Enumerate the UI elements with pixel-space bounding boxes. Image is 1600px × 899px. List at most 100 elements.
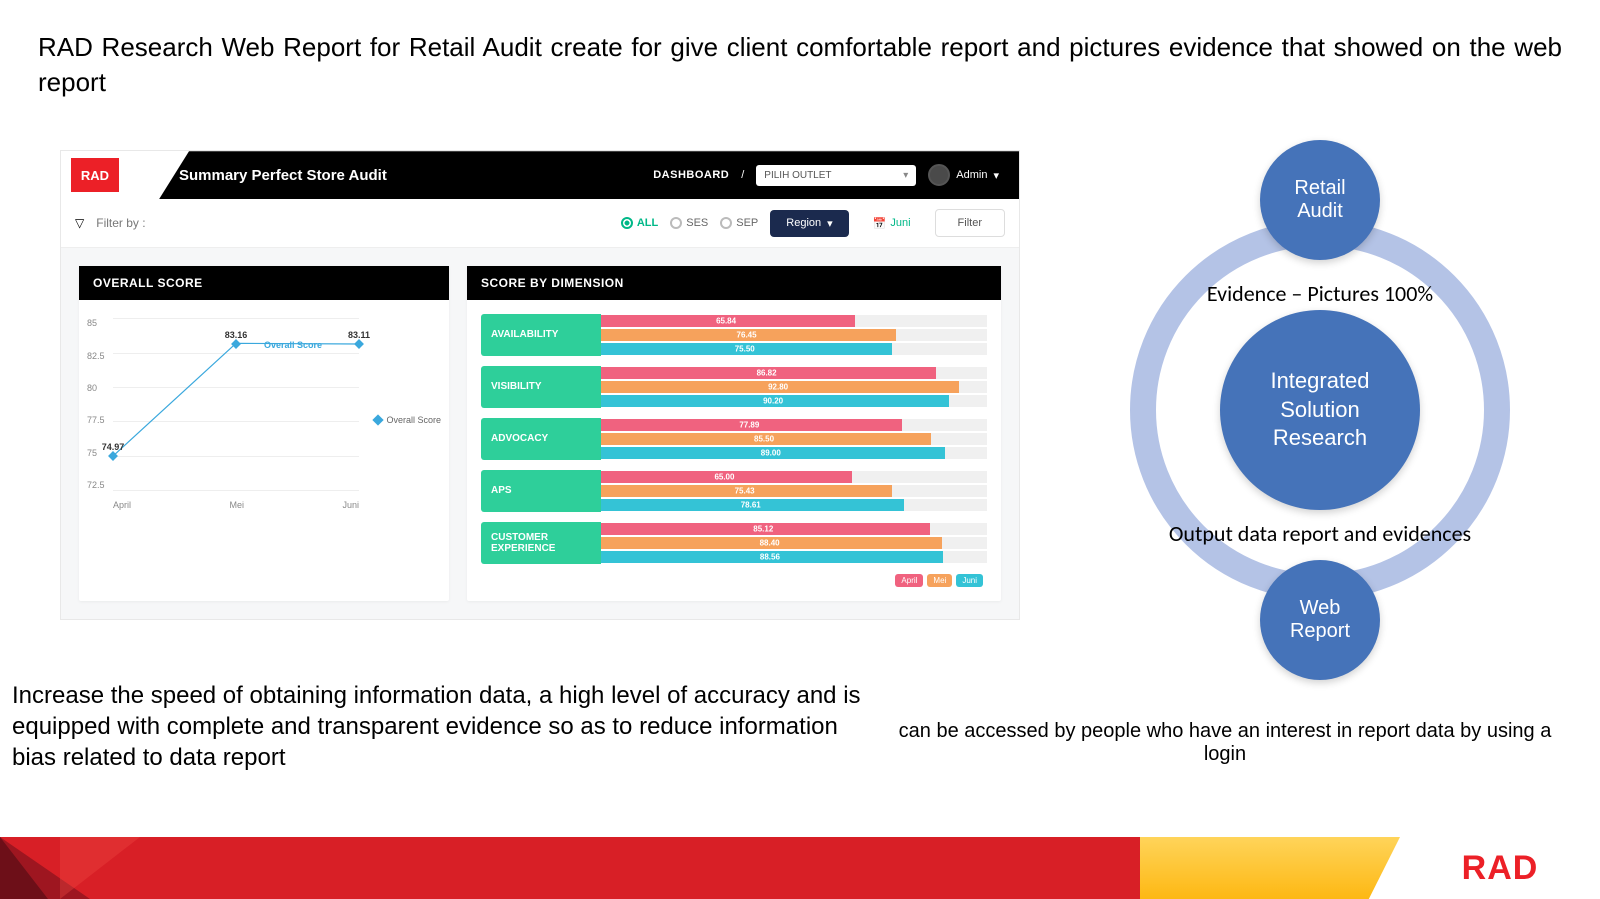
series-inline-label: Overall Score	[264, 340, 322, 350]
month-label: Juni	[890, 217, 910, 229]
radio-sep[interactable]: SEP	[720, 217, 758, 229]
overall-score-panel: OVERALL SCORE 8582.58077.57572.5 74.9783…	[79, 266, 449, 601]
radio-all[interactable]: ALL	[621, 217, 658, 229]
outlet-select[interactable]: PILIH OUTLET	[756, 165, 916, 186]
admin-menu[interactable]: Admin ▾	[928, 164, 999, 186]
bar-value-label: 85.50	[754, 435, 774, 444]
bar-fill: 75.50	[601, 343, 892, 355]
dimension-label: AVAILABILITY	[481, 314, 601, 356]
chart-plot-area: 74.9783.1683.11	[113, 318, 359, 490]
legend-pill: Juni	[956, 574, 983, 587]
legend-label: Overall Score	[386, 415, 441, 425]
y-tick-label: 72.5	[87, 480, 105, 490]
bar-value-label: 65.84	[716, 317, 736, 326]
overall-panel-title: OVERALL SCORE	[79, 266, 449, 300]
bar-fill: 85.50	[601, 433, 931, 445]
dashboard-column: RAD Summary Perfect Store Audit DASHBOAR…	[40, 150, 1030, 670]
bar-fill: 86.82	[601, 367, 936, 379]
dimension-row: ADVOCACY77.8985.5089.00	[481, 418, 987, 460]
chevron-down-icon: ▾	[993, 169, 999, 182]
bar-fill: 85.12	[601, 523, 930, 535]
bar-fill: 65.84	[601, 315, 855, 327]
bar-track: 89.00	[601, 447, 987, 459]
bar-value-label: 90.20	[763, 397, 783, 406]
bar-value-label: 92.80	[768, 383, 788, 392]
breadcrumb-dashboard[interactable]: DASHBOARD	[653, 169, 729, 181]
dimension-panel-title: SCORE BY DIMENSION	[467, 266, 1001, 300]
filter-label: Filter by :	[96, 216, 145, 230]
bar-track: 92.80	[601, 381, 987, 393]
dashboard-topbar: RAD Summary Perfect Store Audit DASHBOAR…	[61, 151, 1019, 199]
dimension-row: AVAILABILITY 65.8476.45 75.50	[481, 314, 987, 356]
region-dropdown[interactable]: Region ▾	[770, 210, 848, 237]
bar-value-label: 88.40	[760, 539, 780, 548]
chart-point-label: 74.97	[102, 442, 125, 452]
dimension-bars: 85.12 88.40 88.56	[601, 522, 987, 564]
diagram-caption-bottom: Output data report and evidences	[1090, 520, 1550, 547]
diagram-column: Evidence – Pictures 100% Output data rep…	[1070, 150, 1570, 670]
dimension-bars: 65.0075.43 78.61	[601, 470, 987, 512]
bar-track: 88.56	[601, 551, 987, 563]
circle-retail-audit: RetailAudit	[1260, 140, 1380, 260]
dimension-bars: 65.8476.45 75.50	[601, 314, 987, 356]
bar-value-label: 78.61	[741, 501, 761, 510]
dashboard-logo-badge: RAD	[71, 158, 119, 192]
bar-value-label: 65.00	[714, 473, 734, 482]
bar-value-label: 88.56	[760, 553, 780, 562]
y-tick-label: 82.5	[87, 351, 105, 361]
dimension-body: AVAILABILITY65.8476.4575.50VISIBILITY86.…	[467, 300, 1001, 601]
bar-value-label: 76.45	[737, 331, 757, 340]
bottom-right-text: can be accessed by people who have an in…	[870, 680, 1600, 774]
dimension-row: VISIBILITY86.8292.8090.20	[481, 366, 987, 408]
dashboard-body: OVERALL SCORE 8582.58077.57572.5 74.9783…	[61, 248, 1019, 619]
dimension-legend: AprilMeiJuni	[481, 574, 987, 587]
bar-track: 75.43	[601, 485, 987, 497]
bar-track: 75.50	[601, 343, 987, 355]
bottom-text-row: Increase the speed of obtaining informat…	[0, 680, 1600, 774]
bar-track: 86.82	[601, 367, 987, 379]
bar-track: 85.50	[601, 433, 987, 445]
bar-value-label: 75.43	[735, 487, 755, 496]
x-tick-label: April	[113, 500, 131, 510]
dashboard-nav: DASHBOARD / PILIH OUTLET Admin ▾	[653, 164, 999, 186]
footer-red-strip	[0, 837, 1140, 899]
bar-fill: 92.80	[601, 381, 959, 393]
x-axis-labels: AprilMeiJuni	[113, 500, 359, 510]
bar-track: 78.61	[601, 499, 987, 511]
month-filter[interactable]: 📅 Juni	[861, 210, 923, 237]
chart-legend: Overall Score	[374, 415, 441, 425]
filter-icon: ▽	[75, 216, 84, 230]
calendar-icon: 📅	[873, 217, 887, 230]
bar-fill: 90.20	[601, 395, 949, 407]
footer-white-strip: RAD	[1400, 837, 1600, 899]
y-axis: 8582.58077.57572.5	[87, 318, 105, 490]
circle-integrated-solution: IntegratedSolutionResearch	[1220, 310, 1420, 510]
bottom-left-text: Increase the speed of obtaining informat…	[0, 680, 870, 774]
score-by-dimension-panel: SCORE BY DIMENSION AVAILABILITY65.8476.4…	[467, 266, 1001, 601]
bar-track: 65.84	[601, 315, 987, 327]
breadcrumb-sep: /	[741, 169, 744, 181]
footer-triangle	[60, 837, 140, 899]
bar-track: 76.45	[601, 329, 987, 341]
dashboard-title: Summary Perfect Store Audit	[179, 167, 387, 184]
chart-point-label: 83.16	[225, 330, 248, 340]
bar-value-label: 86.82	[757, 369, 777, 378]
radio-all-label: ALL	[637, 217, 658, 229]
chart-point-label: 83.11	[348, 330, 370, 340]
chevron-down-icon: ▾	[827, 217, 833, 230]
bar-fill: 88.40	[601, 537, 942, 549]
footer-yellow-strip	[1140, 837, 1400, 899]
bar-fill: 77.89	[601, 419, 902, 431]
diagram-caption-top: Evidence – Pictures 100%	[1090, 280, 1550, 307]
bar-track: 90.20	[601, 395, 987, 407]
admin-label: Admin	[956, 169, 987, 181]
footer-rad-logo: RAD	[1462, 849, 1539, 888]
circle-web-report: WebReport	[1260, 560, 1380, 680]
radio-ses[interactable]: SES	[670, 217, 708, 229]
overall-line-chart: 8582.58077.57572.5 74.9783.1683.11 April…	[79, 300, 449, 530]
filter-button[interactable]: Filter	[935, 209, 1005, 237]
content-row: RAD Summary Perfect Store Audit DASHBOAR…	[0, 100, 1600, 670]
region-label: Region	[786, 217, 821, 229]
radio-group: ALL SES SEP	[621, 217, 758, 229]
legend-marker	[373, 415, 384, 426]
